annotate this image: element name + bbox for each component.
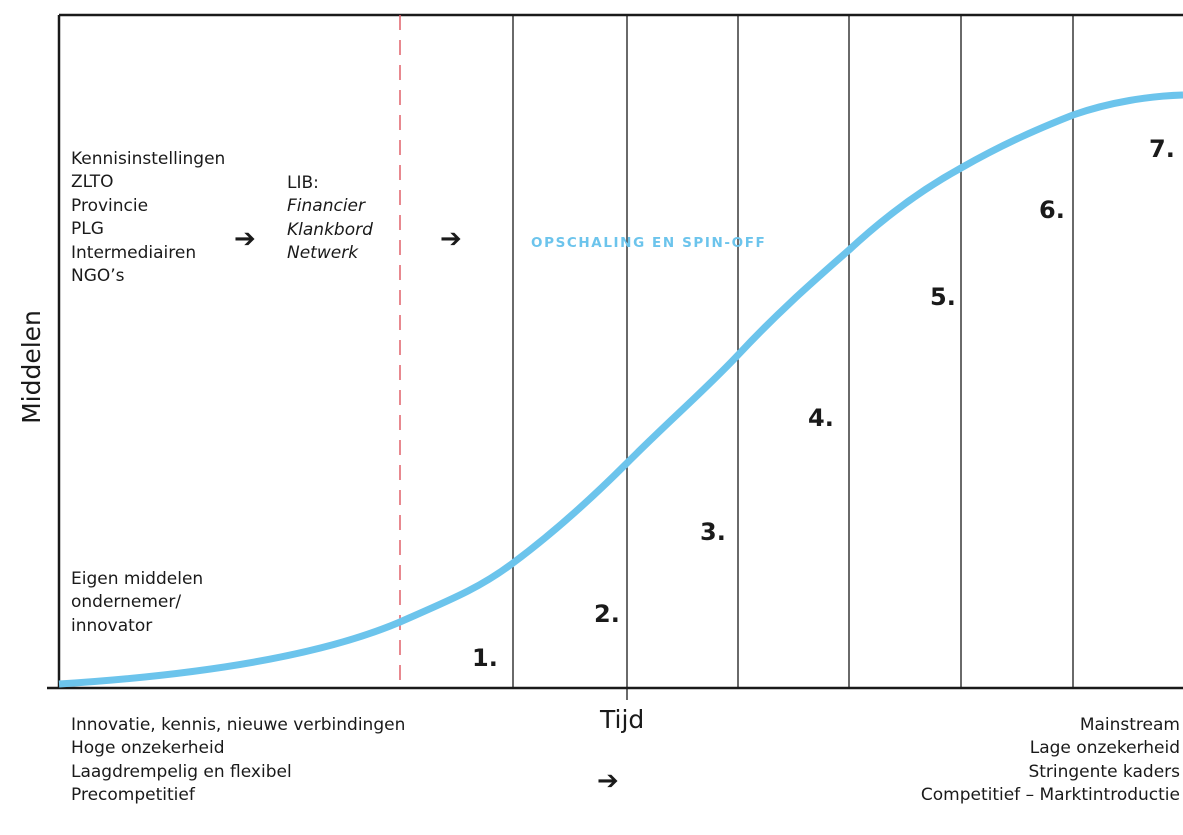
lib-title: LIB: [287,173,319,193]
stakeholder-item: Intermediairen [71,242,197,263]
step-number: 6. [1039,196,1065,224]
curve-label: OPSCHALING EN SPIN-OFF [531,235,767,251]
arrow-right-icon: ➔ [440,224,462,254]
step-number: 3. [700,518,726,546]
step-number: 1. [472,644,498,672]
step-number: 5. [930,283,956,311]
lib-role: Klankbord [287,219,373,240]
stakeholder-item: ZLTO [71,172,114,193]
x-axis-label: Tijd [600,705,645,734]
s-curve [58,91,1183,688]
characteristic-item: Stringente kaders [1028,761,1180,782]
step-number: 2. [594,600,620,628]
own-funds-line: innovator [71,615,153,636]
characteristic-item: Laagdrempelig en flexibel [71,761,292,782]
step-number: 4. [808,404,834,432]
stakeholder-item: NGO’s [71,266,125,287]
stakeholder-item: PLG [71,219,104,240]
bottom-right-characteristics: Mainstream Lage onzekerheid Stringente k… [921,714,1180,808]
characteristic-item: Mainstream [1079,715,1180,735]
stakeholder-item: Kennisinstellingen [71,149,226,169]
arrow-right-icon: ➔ [234,224,256,254]
bottom-left-characteristics: Innovatie, kennis, nieuwe verbindingen H… [71,714,405,808]
y-axis-label: Middelen [17,310,46,424]
characteristic-item: Competitief – Marktintroductie [920,785,1180,806]
own-funds: Eigen middelen ondernemer/ innovator [71,568,203,638]
lib-roles: LIB: Financier Klankbord Netwerk [287,172,373,266]
own-funds-line: ondernemer/ [71,592,182,613]
arrow-right-icon: ➔ [597,766,619,796]
stakeholder-list: Kennisinstellingen ZLTO Provincie PLG In… [71,148,225,288]
characteristic-item: Lage onzekerheid [1029,738,1180,759]
own-funds-line: Eigen middelen [71,569,204,589]
step-number: 7. [1149,135,1175,163]
characteristic-item: Hoge onzekerheid [71,738,225,759]
lib-role: Netwerk [287,243,359,264]
characteristic-item: Precompetitief [71,785,195,806]
lib-role: Financier [287,196,365,217]
characteristic-item: Innovatie, kennis, nieuwe verbindingen [71,715,406,735]
stakeholder-item: Provincie [71,195,149,216]
